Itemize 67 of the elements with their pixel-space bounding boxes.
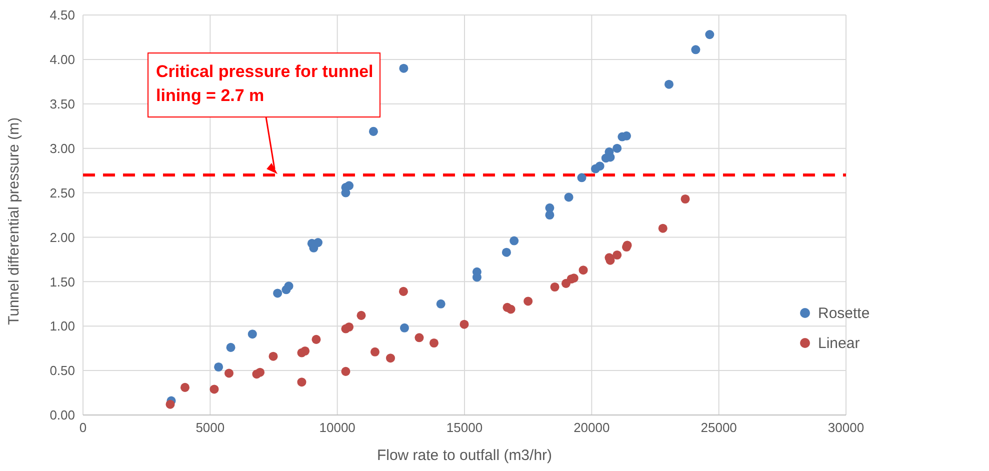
point <box>414 333 424 342</box>
point <box>400 323 409 332</box>
point <box>368 126 378 136</box>
point <box>344 322 354 332</box>
y-tick-label: 2.50 <box>50 185 75 200</box>
point <box>398 286 408 296</box>
point <box>429 338 438 348</box>
y-tick-label: 3.50 <box>50 96 75 112</box>
point <box>356 310 366 320</box>
point <box>691 45 700 54</box>
point <box>341 366 350 376</box>
y-tick-label: 1.00 <box>50 318 75 334</box>
y-tick-label: 1.50 <box>50 274 75 290</box>
point <box>313 238 323 248</box>
point <box>550 282 560 292</box>
point <box>214 362 224 372</box>
point <box>658 224 668 233</box>
ref-line-label: Critical pressure for tunnel lining = 2.7 m <box>156 61 374 107</box>
point <box>436 299 446 308</box>
y-tick-label: 2.00 <box>50 230 75 245</box>
point <box>300 346 310 356</box>
x-tick-label: 15000 <box>446 420 483 436</box>
point <box>612 144 622 153</box>
point <box>664 80 674 89</box>
point <box>612 250 622 260</box>
point <box>226 342 236 352</box>
y-tick-label: 3.00 <box>50 140 75 156</box>
point <box>578 266 588 275</box>
point <box>545 210 554 220</box>
point <box>564 192 574 202</box>
y-tick-label: 0.50 <box>50 363 75 378</box>
y-tick-label: 4.00 <box>50 52 75 68</box>
x-tick-label: 20000 <box>574 420 610 436</box>
point <box>370 347 380 356</box>
point <box>506 304 516 314</box>
point <box>284 282 294 291</box>
point <box>166 400 175 409</box>
point <box>510 236 519 246</box>
point <box>312 334 321 344</box>
point <box>273 288 282 298</box>
x-axis-title: Flow rate to outfall (m3/hr) <box>376 447 552 464</box>
point <box>248 330 257 339</box>
point <box>680 194 690 204</box>
point <box>256 368 265 377</box>
y-tick-label: 4.50 <box>50 8 75 23</box>
point <box>224 368 234 378</box>
point <box>577 173 586 182</box>
point <box>386 354 396 363</box>
x-tick-label: 30000 <box>828 420 864 436</box>
y-tick-label: 0.00 <box>50 408 75 423</box>
point <box>595 162 604 171</box>
legend-label: Linear <box>818 334 860 352</box>
point <box>705 30 714 40</box>
point <box>297 378 306 387</box>
point <box>524 296 533 306</box>
point <box>344 181 354 190</box>
x-tick-label: 25000 <box>700 420 737 436</box>
point <box>180 382 190 392</box>
x-tick-label: 5000 <box>196 420 225 436</box>
point <box>210 384 219 394</box>
point <box>460 320 469 329</box>
x-tick-label: 10000 <box>319 420 356 436</box>
point <box>502 248 511 257</box>
point <box>268 352 278 361</box>
legend-label: Rosette <box>818 304 870 322</box>
x-tick-label: 0 <box>79 420 87 436</box>
point <box>399 64 408 73</box>
